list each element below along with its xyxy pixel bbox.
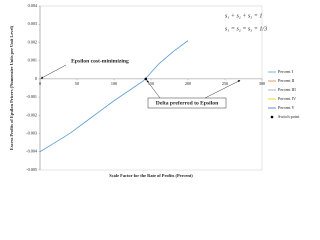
y-axis-label: Excess Profits of Epsilon Pricers (Numer… (9, 25, 14, 150)
annotation-box (147, 97, 227, 109)
annotation: Epsilon cost-minimizing (71, 58, 129, 64)
x-tick-label: 50 (75, 81, 79, 86)
y-tick-label: -0.005 (26, 167, 37, 172)
annotation: Delta preferred to Epsilon (156, 100, 219, 106)
y-tick-label: 0 (35, 76, 37, 81)
legend-swatch (270, 115, 274, 119)
y-tick-label: -0.002 (26, 112, 37, 117)
x-tick-label: 100 (111, 81, 117, 86)
y-tick-label: 0.004 (28, 3, 38, 8)
y-tick-label: 0.001 (28, 58, 37, 63)
equation: s₁ = s₂ = s₃ = 1/3 (225, 26, 267, 32)
legend-label: Percent V (278, 105, 295, 110)
y-tick-label: -0.004 (26, 149, 38, 154)
y-tick-label: -0.003 (26, 131, 37, 136)
legend-label: Percent I (278, 69, 294, 74)
x-tick-label: 250 (222, 81, 228, 86)
x-tick-label: 300 (259, 81, 265, 86)
x-tick-label: 0 (39, 81, 41, 86)
x-tick-label: 150 (148, 81, 154, 86)
switch-point (144, 77, 148, 81)
legend-label: Percent III (278, 87, 296, 92)
legend-label: Percent IV (278, 96, 296, 101)
y-tick-label: 0.003 (28, 21, 37, 26)
y-tick-label: 0.002 (28, 39, 37, 44)
arrow (146, 80, 161, 99)
arrow (204, 80, 241, 99)
equation: s₁ + s₂ + s₃ = 1 (225, 13, 262, 19)
legend-label: Percent II (278, 78, 295, 83)
arrow (40, 64, 67, 79)
legend-label: Switch point (278, 114, 300, 119)
chart: -0.005 -0.004 -0.003 -0.002 -0.001 0 0.001 0.00… (9, 3, 300, 178)
x-axis-label: Scale Factor for the Rate of Profits (Pe… (109, 173, 193, 178)
y-tick-label: -0.001 (26, 94, 37, 99)
x-tick-label: 200 (185, 81, 191, 86)
data-line (39, 40, 189, 153)
